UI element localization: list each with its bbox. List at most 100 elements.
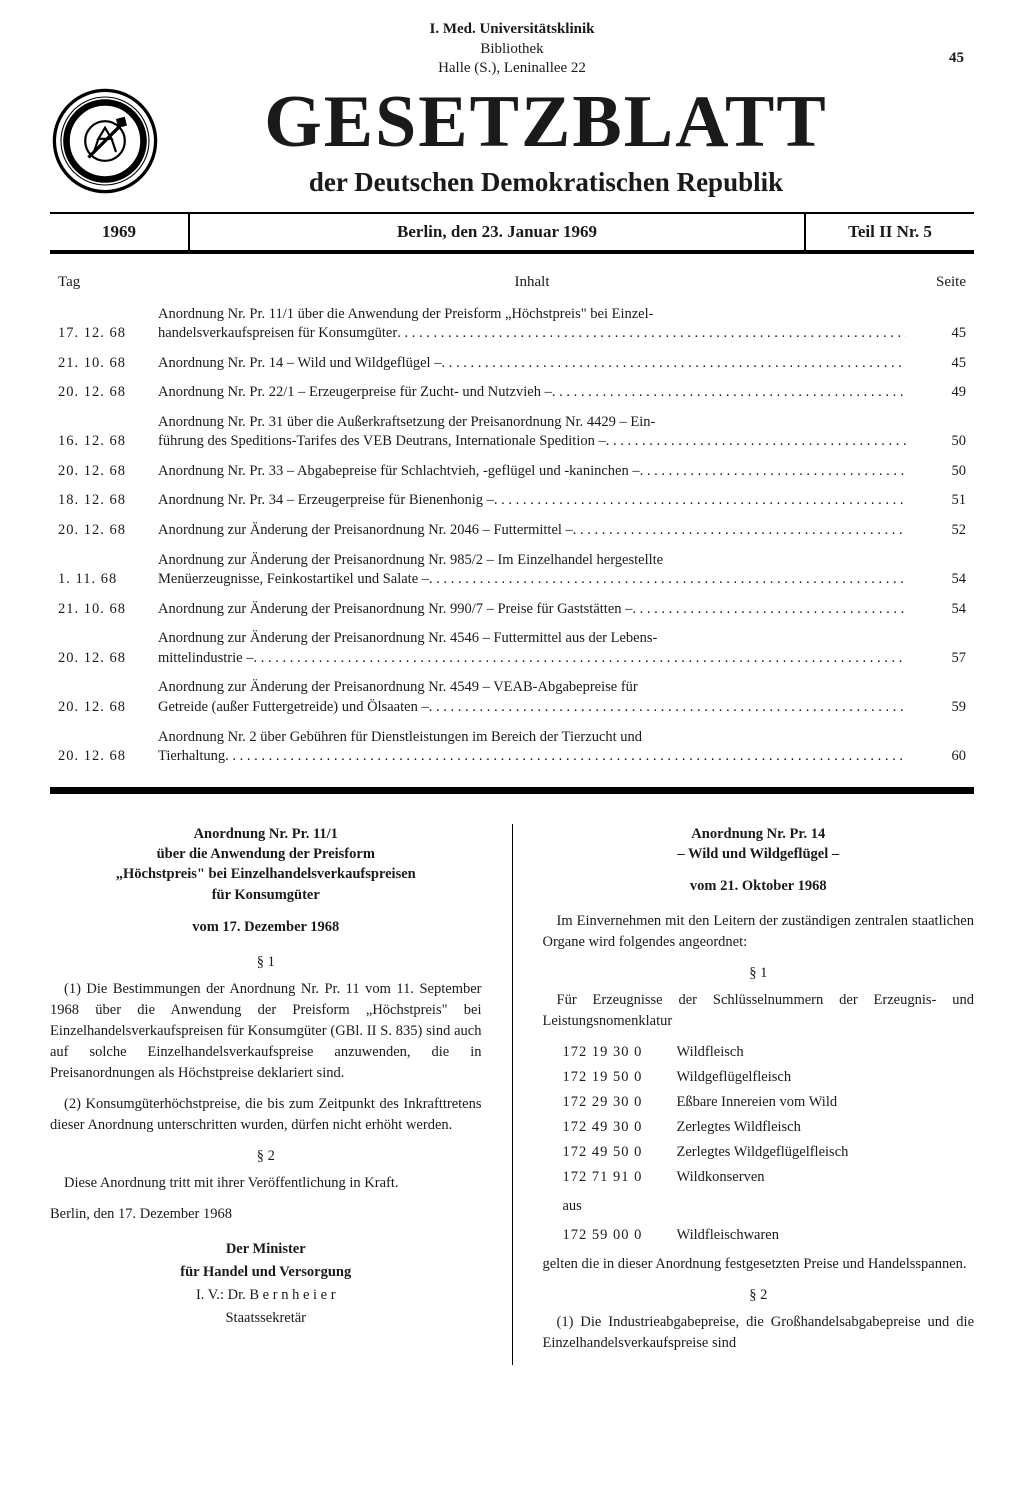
subtitle: der Deutschen Demokratischen Republik (178, 167, 914, 198)
toc-description: Anordnung Nr. Pr. 31 über die Außerkraft… (158, 413, 906, 452)
ordinance-title-left: Anordnung Nr. Pr. 11/1 über die Anwendun… (50, 824, 482, 905)
main-title: GESETZBLATT (178, 85, 914, 159)
toc-date: 1. 11. 68 (58, 570, 158, 590)
paragraph: gelten die in dieser Anordnung festgeset… (543, 1254, 975, 1275)
product-row: 172 19 30 0Wildfleisch (563, 1042, 975, 1063)
product-name: Zerlegtes Wildfleisch (677, 1117, 801, 1138)
toc-description: Anordnung zur Änderung der Preisanordnun… (158, 551, 906, 590)
toc-head-date: Tag (58, 274, 158, 291)
toc-row: 21. 10. 68Anordnung zur Änderung der Pre… (58, 600, 966, 620)
toc-description: Anordnung Nr. Pr. 14 – Wild und Wildgefl… (158, 354, 906, 374)
toc-row: 20. 12. 68Anordnung zur Änderung der Pre… (58, 521, 966, 541)
paragraph: (2) Konsumgüterhöchstpreise, die bis zum… (50, 1094, 482, 1136)
toc-date: 20. 12. 68 (58, 747, 158, 767)
page-number-top: 45 (949, 50, 964, 67)
masthead: GESETZBLATT der Deutschen Demokratischen… (50, 85, 974, 254)
toc-row: 1. 11. 68Anordnung zur Änderung der Prei… (58, 551, 966, 590)
toc-page: 45 (906, 324, 966, 344)
toc-date: 20. 12. 68 (58, 698, 158, 718)
stamp-line3: Halle (S.), Leninallee 22 (50, 59, 974, 79)
product-row: 172 49 30 0 Zerlegtes Wildfleisch (563, 1117, 975, 1138)
toc-head-content: Inhalt (158, 274, 906, 291)
state-emblem-icon (50, 86, 160, 196)
leader-dots (397, 324, 906, 344)
dateline-issue: Teil II Nr. 5 (804, 214, 974, 250)
body-columns: Anordnung Nr. Pr. 11/1 über die Anwendun… (50, 824, 974, 1365)
dateline-year: 1969 (50, 214, 190, 250)
paragraph: (1) Die Bestimmungen der Anordnung Nr. P… (50, 979, 482, 1084)
toc-row: 17. 12. 68Anordnung Nr. Pr. 11/1 über di… (58, 305, 966, 344)
paragraph: (1) Die Industrieabgabepreise, die Großh… (543, 1312, 975, 1354)
toc-description: Anordnung Nr. Pr. 22/1 – Erzeugerpreise … (158, 383, 906, 403)
signature-block: Der Minister für Handel und Versorgung I… (50, 1239, 482, 1329)
place-line: Berlin, den 17. Dezember 1968 (50, 1204, 482, 1225)
product-name: Eßbare Innereien vom Wild (677, 1092, 838, 1113)
toc-page: 54 (906, 600, 966, 620)
toc-page: 54 (906, 570, 966, 590)
toc-date: 20. 12. 68 (58, 383, 158, 403)
toc-row: 20. 12. 68Anordnung zur Änderung der Pre… (58, 629, 966, 668)
leader-dots (632, 600, 906, 620)
toc-date: 18. 12. 68 (58, 491, 158, 511)
product-row: 172 49 50 0 Zerlegtes Wildgeflügelfleisch (563, 1142, 975, 1163)
leader-dots (429, 698, 906, 718)
toc-date: 20. 12. 68 (58, 521, 158, 541)
section-1-right: § 1 (543, 963, 975, 984)
toc-page: 49 (906, 383, 966, 403)
paragraph: Im Einvernehmen mit den Leitern der zust… (543, 911, 975, 953)
product-code: 172 49 30 0 (563, 1117, 663, 1138)
product-row: 172 19 50 0 Wildgeflügelfleisch (563, 1067, 975, 1088)
toc-description: Anordnung zur Änderung der Preisanordnun… (158, 629, 906, 668)
toc-description: Anordnung zur Änderung der Preisanordnun… (158, 678, 906, 717)
toc-page: 50 (906, 432, 966, 452)
product-name: Wildgeflügelfleisch (677, 1067, 792, 1088)
toc-description: Anordnung Nr. Pr. 34 – Erzeugerpreise fü… (158, 491, 906, 511)
product-code: 172 19 50 0 (563, 1067, 663, 1088)
toc-page: 50 (906, 462, 966, 482)
leader-dots (225, 747, 906, 767)
section-divider (50, 787, 974, 794)
dateline: 1969 Berlin, den 23. Januar 1969 Teil II… (50, 212, 974, 254)
toc-description: Anordnung Nr. Pr. 11/1 über die Anwendun… (158, 305, 906, 344)
leader-dots (640, 462, 906, 482)
toc-page: 45 (906, 354, 966, 374)
toc-date: 20. 12. 68 (58, 649, 158, 669)
table-of-contents: Tag Inhalt Seite 17. 12. 68Anordnung Nr.… (50, 274, 974, 767)
leader-dots (573, 521, 906, 541)
ordinance-date-left: vom 17. Dezember 1968 (50, 917, 482, 938)
toc-row: 20. 12. 68Anordnung Nr. 2 über Gebühren … (58, 728, 966, 767)
toc-row: 20. 12. 68Anordnung Nr. Pr. 22/1 – Erzeu… (58, 383, 966, 403)
section-2-right: § 2 (543, 1285, 975, 1306)
ordinance-date-right: vom 21. Oktober 1968 (543, 876, 975, 897)
product-name: Zerlegtes Wildgeflügelfleisch (677, 1142, 849, 1163)
toc-description: Anordnung zur Änderung der Preisanordnun… (158, 521, 906, 541)
product-name: Wildfleisch (677, 1042, 744, 1063)
aus-label: aus (563, 1196, 975, 1217)
leader-dots (253, 649, 906, 669)
paragraph: Diese Anordnung tritt mit ihrer Veröffen… (50, 1173, 482, 1194)
product-row: 172 59 00 0 Wildfleischwaren (563, 1225, 975, 1246)
product-code: 172 49 50 0 (563, 1142, 663, 1163)
product-code: 172 29 30 0 (563, 1092, 663, 1113)
toc-head-page: Seite (906, 274, 966, 291)
toc-description: Anordnung Nr. Pr. 33 – Abgabepreise für … (158, 462, 906, 482)
section-1-left: § 1 (50, 952, 482, 973)
product-code: 172 71 91 0 (563, 1167, 663, 1188)
toc-row: 21. 10. 68Anordnung Nr. Pr. 14 – Wild un… (58, 354, 966, 374)
toc-row: 20. 12. 68Anordnung Nr. Pr. 33 – Abgabep… (58, 462, 966, 482)
toc-row: 20. 12. 68Anordnung zur Änderung der Pre… (58, 678, 966, 717)
toc-row: 16. 12. 68Anordnung Nr. Pr. 31 über die … (58, 413, 966, 452)
toc-description: Anordnung Nr. 2 über Gebühren für Dienst… (158, 728, 906, 767)
leader-dots (429, 570, 906, 590)
toc-date: 16. 12. 68 (58, 432, 158, 452)
stamp-line1: I. Med. Universitätsklinik (50, 20, 974, 40)
leader-dots (606, 432, 906, 452)
product-list: 172 19 30 0Wildfleisch 172 19 50 0 Wildgef… (563, 1042, 975, 1188)
toc-date: 21. 10. 68 (58, 354, 158, 374)
product-list-last: 172 59 00 0 Wildfleischwaren (563, 1225, 975, 1246)
column-divider (512, 824, 513, 1365)
right-column: Anordnung Nr. Pr. 14 – Wild und Wildgefl… (543, 824, 975, 1365)
toc-page: 60 (906, 747, 966, 767)
toc-row: 18. 12. 68Anordnung Nr. Pr. 34 – Erzeuge… (58, 491, 966, 511)
section-2-left: § 2 (50, 1146, 482, 1167)
